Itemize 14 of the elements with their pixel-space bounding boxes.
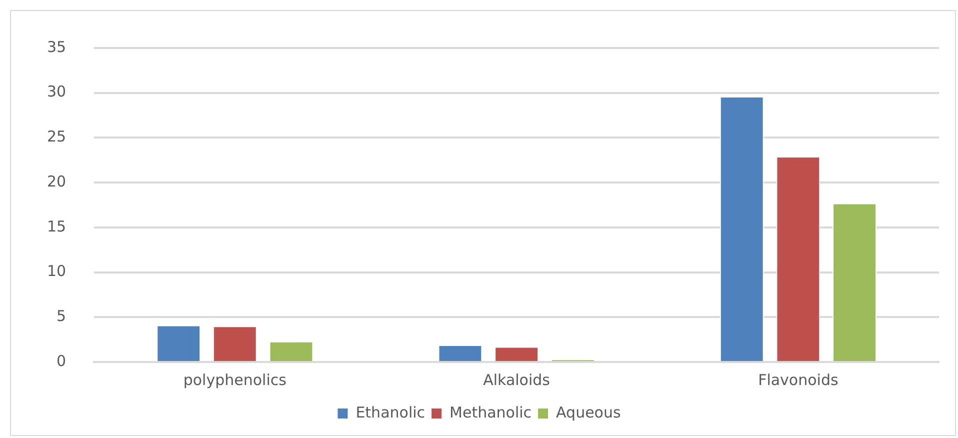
y-tick-label: 20 <box>46 172 66 190</box>
y-tick-label: 30 <box>46 82 66 101</box>
y-tick-label: 25 <box>46 128 66 146</box>
x-tick-label: Flavonoids <box>758 370 838 389</box>
legend-label: Aqueous <box>556 403 621 422</box>
legend-label: Ethanolic <box>356 403 426 422</box>
y-tick-label: 35 <box>46 38 66 56</box>
y-tick-label: 10 <box>46 262 66 280</box>
y-tick-label: 15 <box>46 217 66 236</box>
y-tick-label: 0 <box>56 352 66 370</box>
x-tick-label: Alkaloids <box>483 370 550 389</box>
legend-label: Methanolic <box>450 403 532 422</box>
x-tick-label: polyphenolics <box>183 370 287 389</box>
y-tick-label: 5 <box>56 307 66 326</box>
